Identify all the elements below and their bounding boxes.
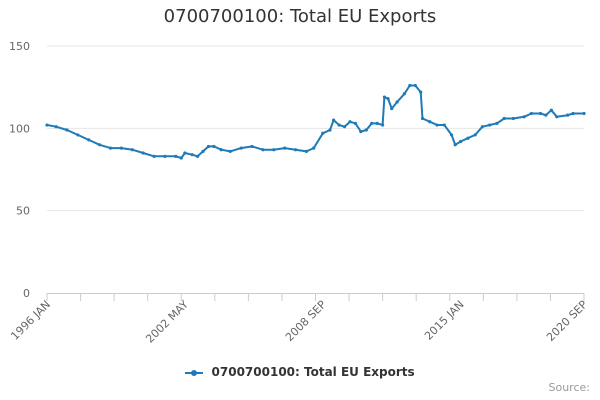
data-point[interactable] xyxy=(348,120,352,124)
data-point[interactable] xyxy=(65,128,69,132)
data-point[interactable] xyxy=(212,144,216,149)
legend[interactable]: 0700700100: Total EU Exports xyxy=(0,365,600,379)
data-point[interactable] xyxy=(449,133,454,137)
data-point[interactable] xyxy=(408,83,412,88)
data-point[interactable] xyxy=(342,125,347,129)
data-point[interactable] xyxy=(522,115,526,119)
data-point[interactable] xyxy=(375,121,379,125)
data-point[interactable] xyxy=(337,123,341,127)
data-point[interactable] xyxy=(183,151,187,155)
x-axis-labels: 1996 JAN 2002 MAY 2008 SEP 2015 JAN 2020 SEP xyxy=(8,298,590,346)
data-point[interactable] xyxy=(571,111,575,116)
data-point[interactable] xyxy=(54,125,58,129)
source-label: Source: xyxy=(548,381,591,394)
x-axis xyxy=(46,293,585,301)
y-axis: 0 50 100 150 xyxy=(9,40,30,300)
data-point[interactable] xyxy=(413,83,417,88)
data-point[interactable] xyxy=(206,144,211,149)
data-point[interactable] xyxy=(395,100,399,104)
data-point[interactable] xyxy=(272,148,276,152)
legend-label: 0700700100: Total EU Exports xyxy=(211,365,415,379)
data-point[interactable] xyxy=(87,138,91,142)
data-point[interactable] xyxy=(174,154,178,158)
data-point[interactable] xyxy=(130,148,134,152)
x-tick-label: 2002 MAY xyxy=(143,298,191,346)
y-tick-label: 50 xyxy=(16,205,30,218)
x-tick-label: 2008 SEP xyxy=(283,298,329,344)
legend-marker-icon xyxy=(185,368,204,378)
data-point[interactable] xyxy=(435,123,439,127)
data-point[interactable] xyxy=(152,154,156,158)
data-point[interactable] xyxy=(163,154,167,158)
data-point[interactable] xyxy=(332,118,336,122)
data-point[interactable] xyxy=(98,143,102,147)
data-point[interactable] xyxy=(511,116,515,121)
data-point[interactable] xyxy=(566,113,570,117)
data-point[interactable] xyxy=(390,106,394,111)
data-point[interactable] xyxy=(480,125,485,129)
data-point[interactable] xyxy=(364,128,368,132)
data-point[interactable] xyxy=(250,144,254,149)
data-point[interactable] xyxy=(321,131,325,135)
data-point[interactable] xyxy=(582,111,586,116)
data-point[interactable] xyxy=(442,123,446,127)
x-tick-label: 2020 SEP xyxy=(544,298,590,344)
data-point[interactable] xyxy=(359,130,363,134)
data-point[interactable] xyxy=(179,156,183,160)
data-point[interactable] xyxy=(239,146,243,150)
data-point[interactable] xyxy=(201,149,205,153)
data-point[interactable] xyxy=(502,116,506,121)
data-point[interactable] xyxy=(538,111,543,116)
data-point[interactable] xyxy=(488,123,492,127)
data-point[interactable] xyxy=(353,121,358,125)
x-tick-label: 1996 JAN xyxy=(8,298,53,343)
y-tick-label: 150 xyxy=(9,40,30,53)
data-point[interactable] xyxy=(228,149,232,153)
data-point[interactable] xyxy=(304,149,309,153)
data-point[interactable] xyxy=(370,121,374,125)
data-point[interactable] xyxy=(420,116,425,121)
data-point[interactable] xyxy=(549,108,553,112)
data-point[interactable] xyxy=(261,148,265,152)
series-layer xyxy=(45,83,586,160)
data-point[interactable] xyxy=(45,123,49,127)
grid-lines xyxy=(47,45,584,212)
data-point[interactable] xyxy=(473,133,477,137)
chart-title: 0700700100: Total EU Exports xyxy=(163,6,437,27)
data-point[interactable] xyxy=(283,146,287,150)
data-point[interactable] xyxy=(382,95,387,99)
x-tick-label: 2015 JAN xyxy=(422,298,467,343)
data-point[interactable] xyxy=(544,113,548,117)
data-point[interactable] xyxy=(219,148,223,152)
data-point[interactable] xyxy=(195,154,200,158)
data-point[interactable] xyxy=(529,111,533,116)
data-point[interactable] xyxy=(466,136,470,140)
y-tick-label: 100 xyxy=(9,122,30,135)
y-tick-label: 0 xyxy=(23,287,30,300)
data-point[interactable] xyxy=(555,115,559,119)
data-point[interactable] xyxy=(76,133,80,137)
data-point[interactable] xyxy=(459,139,463,144)
data-point[interactable] xyxy=(495,121,499,125)
data-point[interactable] xyxy=(419,90,423,94)
data-point[interactable] xyxy=(141,151,145,155)
data-point[interactable] xyxy=(402,92,406,96)
data-point[interactable] xyxy=(293,148,298,152)
data-point[interactable] xyxy=(381,123,385,127)
data-point[interactable] xyxy=(386,97,390,101)
series-line[interactable] xyxy=(46,84,584,159)
data-point[interactable] xyxy=(428,120,432,124)
data-point[interactable] xyxy=(108,146,113,150)
data-point[interactable] xyxy=(119,146,123,150)
data-point[interactable] xyxy=(453,143,457,147)
data-point[interactable] xyxy=(190,153,194,157)
data-point[interactable] xyxy=(312,146,316,150)
data-point[interactable] xyxy=(328,128,332,132)
